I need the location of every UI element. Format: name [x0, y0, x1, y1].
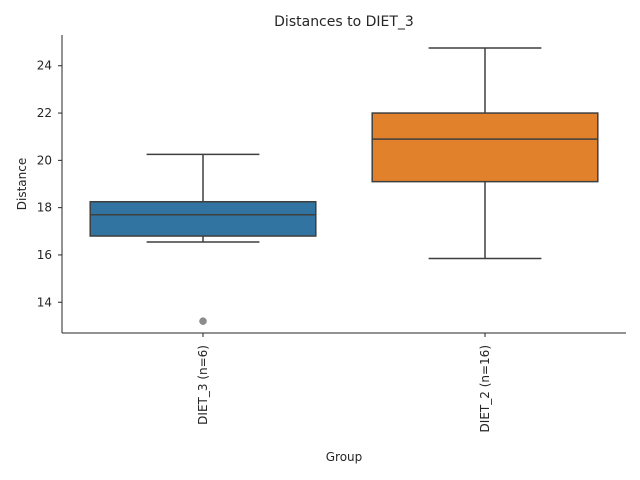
box-1: [89, 153, 317, 325]
y-axis-ticks: 14 16 18 20 22 24: [37, 59, 62, 309]
y-tick-label: 20: [37, 153, 52, 167]
box-2: [371, 47, 599, 260]
y-tick-label: 24: [37, 59, 52, 73]
y-tick-label: 22: [37, 106, 52, 120]
y-tick-label: 16: [37, 248, 52, 262]
box-series: [89, 47, 599, 325]
box-iqr: [371, 112, 599, 183]
y-tick-label: 14: [37, 295, 52, 309]
outlier-point: [199, 317, 207, 325]
y-axis-label: Distance: [15, 158, 29, 210]
box-iqr: [89, 200, 317, 237]
y-tick-label: 18: [37, 201, 52, 215]
chart-title: Distances to DIET_3: [274, 14, 414, 30]
x-axis-ticks: DIET_3 (n=6) DIET_2 (n=16): [196, 333, 492, 432]
x-axis-label: Group: [326, 450, 363, 464]
x-tick-label: DIET_2 (n=16): [478, 345, 492, 432]
x-tick-label: DIET_3 (n=6): [196, 345, 210, 425]
